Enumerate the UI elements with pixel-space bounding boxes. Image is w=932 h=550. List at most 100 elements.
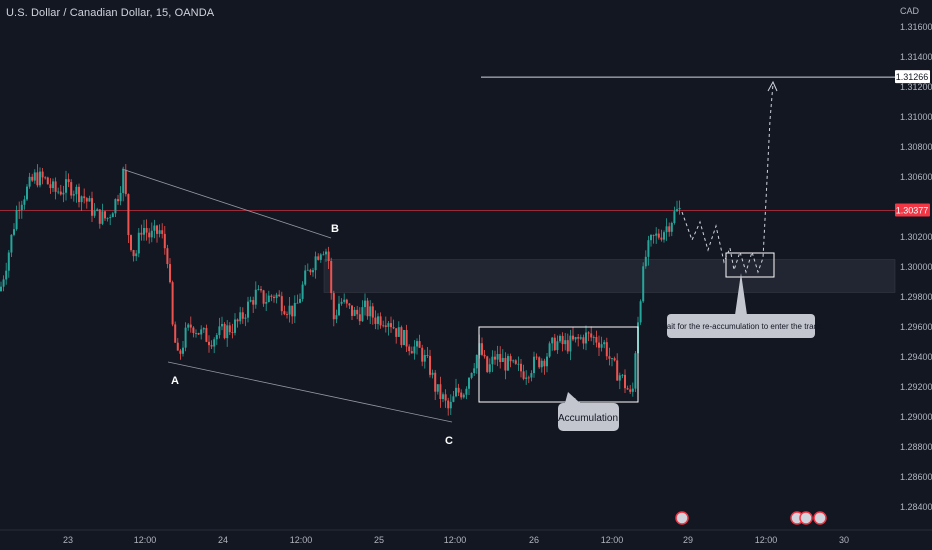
candle-body	[616, 360, 619, 381]
candle-body	[189, 324, 192, 328]
candle-body	[598, 342, 600, 348]
candle-body	[148, 232, 151, 238]
wait-callout[interactable]: Wait for the re-accumulation to enter th…	[660, 273, 823, 338]
candle-body	[488, 364, 491, 372]
candle-body	[325, 251, 327, 255]
candle-body	[109, 217, 112, 218]
candle-body	[54, 181, 57, 192]
flag-icon[interactable]	[799, 511, 813, 525]
candle-body	[119, 192, 122, 202]
candle-body	[517, 363, 520, 365]
candle-body	[200, 329, 203, 335]
candle-body	[483, 354, 486, 357]
candle-body	[499, 354, 502, 362]
candle-body	[455, 387, 457, 397]
candle-body	[322, 254, 325, 256]
candle-body	[387, 323, 390, 327]
event-flags[interactable]	[675, 511, 827, 525]
x-tick-label: 12:00	[134, 535, 157, 545]
candle-body	[403, 330, 405, 346]
candle-body	[288, 305, 291, 315]
candle-body	[244, 317, 247, 319]
candle-body	[470, 373, 473, 378]
y-axis[interactable]: 1.31600 1.31400 1.31200 1.31000 1.30800 1.306…	[900, 22, 932, 512]
y-tick-label: 1.29400	[900, 352, 932, 362]
candle-body	[585, 332, 587, 344]
candle-body	[15, 210, 18, 230]
y-tick-label: 1.30600	[900, 172, 932, 182]
candle-body	[533, 356, 535, 374]
candle-body	[644, 256, 647, 267]
candle-body	[153, 225, 156, 231]
candle-body	[504, 357, 507, 371]
candle-body	[26, 186, 28, 200]
candle-body	[590, 333, 593, 338]
candle-body	[260, 289, 262, 291]
accumulation-box	[478, 326, 639, 403]
candle-body	[239, 312, 242, 322]
candle-body	[608, 356, 611, 359]
candles	[0, 164, 681, 416]
candle-body	[382, 325, 385, 327]
candle-body	[140, 232, 143, 235]
candle-body	[291, 305, 294, 317]
candle-body	[369, 306, 372, 317]
candle-body	[283, 311, 286, 315]
candle-body	[447, 400, 450, 409]
candle-body	[301, 284, 304, 299]
candle-body	[132, 250, 135, 257]
candle-body	[252, 300, 255, 305]
point-b-label: B	[331, 223, 339, 235]
currency-label: CAD	[900, 6, 920, 16]
candle-body	[59, 191, 62, 195]
candle-body	[556, 341, 559, 351]
candle-body	[426, 354, 429, 356]
candle-body	[364, 300, 366, 308]
candle-body	[449, 401, 452, 409]
current-price-tag[interactable]: 1.30377	[895, 203, 930, 217]
candle-body	[44, 177, 47, 179]
x-tick-label: 12:00	[290, 535, 313, 545]
candle-body	[124, 169, 127, 195]
candle-body	[75, 186, 78, 195]
candle-body	[660, 237, 663, 240]
y-tick-label: 1.29800	[900, 292, 932, 302]
candle-body	[481, 343, 483, 355]
x-tick-label: 29	[683, 535, 693, 545]
flag-icon[interactable]	[813, 511, 827, 525]
candle-body	[395, 328, 398, 337]
candle-body	[522, 371, 525, 379]
candle-body	[410, 351, 413, 354]
candle-body	[569, 335, 572, 352]
y-tick-label: 1.30200	[900, 232, 932, 242]
x-tick-label: 12:00	[444, 535, 467, 545]
candle-body	[31, 176, 34, 181]
candle-body	[353, 309, 356, 316]
candle-body	[501, 357, 504, 362]
candle-body	[234, 319, 236, 333]
candle-body	[335, 315, 338, 320]
accumulation-callout[interactable]: Accumulation	[558, 392, 619, 431]
candle-body	[436, 384, 439, 392]
candle-body	[439, 384, 442, 399]
candle-body	[327, 251, 330, 261]
candle-body	[145, 228, 148, 233]
target-price-tag[interactable]: 1.31266	[895, 70, 930, 84]
candle-body	[41, 171, 44, 178]
x-tick-label: 12:00	[755, 535, 778, 545]
flag-icon[interactable]	[675, 511, 689, 525]
candle-body	[538, 357, 541, 368]
candle-body	[592, 337, 595, 338]
candle-body	[613, 358, 616, 361]
candle-body	[293, 302, 296, 317]
candle-body	[553, 337, 556, 351]
candle-body	[215, 335, 218, 340]
candle-body	[23, 199, 26, 205]
candle-body	[197, 332, 200, 335]
x-axis[interactable]: 23 12:00 24 12:00 25 12:00 26 12:00 29 12:00 30	[63, 535, 849, 545]
candle-body	[286, 314, 288, 316]
candle-body	[182, 347, 184, 354]
candle-body	[577, 337, 580, 339]
candle-body	[444, 394, 447, 401]
